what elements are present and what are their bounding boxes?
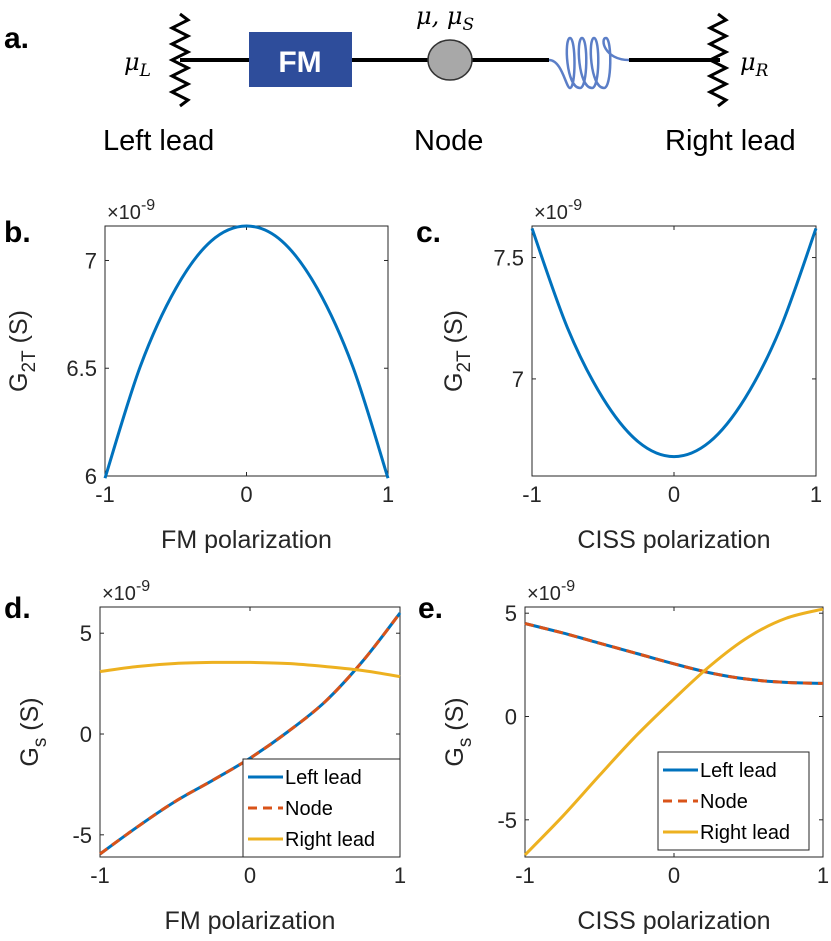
series-line-left-lead — [524, 622, 824, 685]
mu-node-label: μ, μS — [416, 2, 474, 35]
chart-b: -1 0 1 6 6.5 7 ×10-9 FM polarization G2T (S) — [5, 197, 394, 554]
mu-left-label: μL — [124, 48, 151, 81]
coil-icon — [548, 36, 630, 90]
y-tick-label: 5 — [80, 621, 92, 646]
y-axis-label: Gs (S) — [441, 697, 476, 766]
x-tick-label: 1 — [817, 863, 829, 888]
chart-d: -1 0 1 -5 0 5 ×10-9 FM polarization Gs (S) Left l… — [16, 578, 406, 935]
scale-factor: ×10-9 — [107, 197, 155, 224]
node-label: Node — [414, 125, 483, 157]
y-tick-label: -5 — [72, 823, 92, 848]
left-lead-zigzag — [168, 12, 192, 108]
y-axis-label: G2T (S) — [440, 310, 475, 392]
series-line-g2t — [530, 227, 818, 459]
series-line-node — [524, 622, 824, 685]
y-axis-label: G2T (S) — [5, 310, 40, 392]
mu-right-label: μR — [740, 48, 769, 81]
right-lead-zigzag — [706, 12, 730, 108]
coil-gap — [549, 52, 629, 68]
x-tick-label: 0 — [668, 863, 680, 888]
x-tick-label: 0 — [240, 482, 252, 507]
scale-factor: ×10-9 — [102, 578, 150, 605]
y-tick-label: -5 — [497, 808, 517, 833]
x-tick-label: -1 — [95, 482, 115, 507]
chart-e: -1 0 1 -5 0 5 ×10-9 CISS polarization Gs (S) Left… — [441, 578, 829, 935]
right-lead-label: Right lead — [665, 125, 796, 157]
scale-factor: ×10-9 — [527, 578, 575, 605]
legend-entry: Right lead — [285, 829, 375, 851]
y-tick-label: 7.5 — [493, 246, 524, 271]
x-axis-label: FM polarization — [161, 526, 332, 554]
scale-factor: ×10-9 — [534, 197, 582, 224]
circuit-diagram: FM μL μR μ, μS Left lead Node Right lead — [103, 2, 796, 157]
left-lead-label: Left lead — [103, 125, 214, 157]
x-tick-label: 1 — [394, 863, 406, 888]
panel-label-b: b. — [4, 216, 31, 249]
x-axis-label: CISS polarization — [577, 907, 770, 935]
panel-label-e: e. — [418, 592, 443, 625]
node-ellipse — [427, 39, 473, 81]
fm-box — [249, 32, 352, 87]
chart-c: -1 0 1 7 7.5 ×10-9 CISS polarization G2T (S) — [440, 197, 822, 554]
x-tick-label: 1 — [382, 482, 394, 507]
y-tick-label: 0 — [505, 705, 517, 730]
legend-entry: Right lead — [700, 822, 790, 844]
panel-label-a: a. — [4, 22, 29, 55]
fm-box-label: FM — [278, 46, 321, 79]
y-axis-label: Gs (S) — [16, 697, 51, 766]
series-line-right-lead — [523, 607, 824, 856]
series-line-right-lead — [99, 660, 401, 679]
legend-entry: Node — [285, 798, 333, 820]
x-tick-label: 0 — [668, 482, 680, 507]
y-tick-label: 5 — [505, 601, 517, 626]
legend-entry: Left lead — [285, 767, 362, 789]
x-tick-label: 0 — [244, 863, 256, 888]
panel-label-c: c. — [416, 216, 441, 249]
x-tick-label: -1 — [522, 482, 542, 507]
legend-entry: Node — [700, 791, 748, 813]
axes-box-c — [531, 225, 817, 477]
y-tick-label: 6.5 — [66, 356, 97, 381]
x-tick-label: -1 — [515, 863, 535, 888]
x-axis-label: FM polarization — [165, 907, 336, 935]
x-axis-label: CISS polarization — [577, 526, 770, 554]
y-tick-label: 7 — [512, 367, 524, 392]
x-tick-label: -1 — [90, 863, 110, 888]
series-line-g2t — [103, 224, 390, 479]
legend-entry: Left lead — [700, 760, 777, 782]
series-line-left-lead — [99, 612, 402, 856]
legend: Left lead Node Right lead — [657, 751, 810, 851]
panel-label-d: d. — [4, 592, 31, 625]
x-tick-label: 1 — [810, 482, 822, 507]
y-tick-label: 0 — [80, 722, 92, 747]
y-tick-label: 7 — [85, 248, 97, 273]
y-tick-label: 6 — [85, 464, 97, 489]
legend: Left lead Node Right lead — [242, 758, 401, 858]
